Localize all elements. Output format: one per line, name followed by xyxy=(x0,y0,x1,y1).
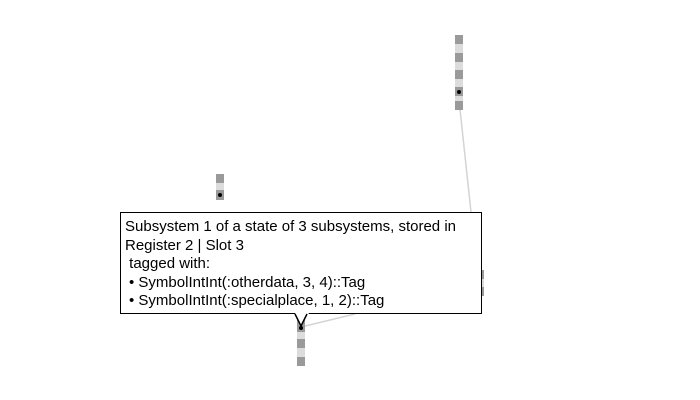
tooltip-tagged-label: tagged with: xyxy=(125,255,477,274)
entanglement-link xyxy=(458,99,472,213)
register-slot[interactable] xyxy=(455,70,463,79)
tag-item: SymbolIntInt(:specialplace, 1, 2)::Tag xyxy=(125,292,477,311)
register-slot[interactable] xyxy=(297,339,305,348)
register-slot[interactable] xyxy=(455,101,463,110)
register-slot[interactable] xyxy=(455,79,463,87)
register-slot[interactable] xyxy=(297,348,305,357)
tag-item: SymbolIntInt(:otherdata, 3, 4)::Tag xyxy=(125,274,477,293)
register-slot[interactable] xyxy=(455,44,463,53)
qubit-marker xyxy=(218,193,222,197)
tooltip-location: Register 2 | Slot 3 xyxy=(125,236,244,254)
register-slot[interactable] xyxy=(297,332,305,339)
register-slot[interactable] xyxy=(455,53,463,62)
register-slot[interactable] xyxy=(455,35,463,44)
subsystem-tooltip: Subsystem 1 of a state of 3 subsystems, … xyxy=(120,212,482,314)
register-slot-occupied[interactable] xyxy=(216,190,224,200)
register-slot[interactable] xyxy=(455,96,463,101)
tag-list: SymbolIntInt(:otherdata, 3, 4)::Tag Symb… xyxy=(125,274,477,311)
register-slot[interactable] xyxy=(297,357,305,366)
tooltip-title: Subsystem 1 of a state of 3 subsystems, … xyxy=(125,218,456,235)
register-node[interactable] xyxy=(216,174,224,200)
qubit-marker xyxy=(299,326,303,330)
register-node[interactable] xyxy=(455,35,463,110)
register-slot[interactable] xyxy=(216,183,224,190)
register-slot[interactable] xyxy=(455,62,463,70)
qubit-marker xyxy=(457,89,461,94)
register-slot[interactable] xyxy=(216,174,224,183)
tooltip-pointer xyxy=(294,313,309,327)
tooltip-tagged-text: tagged with: xyxy=(129,255,211,272)
register-slot-occupied[interactable] xyxy=(455,87,463,96)
entanglement-link xyxy=(300,313,356,328)
